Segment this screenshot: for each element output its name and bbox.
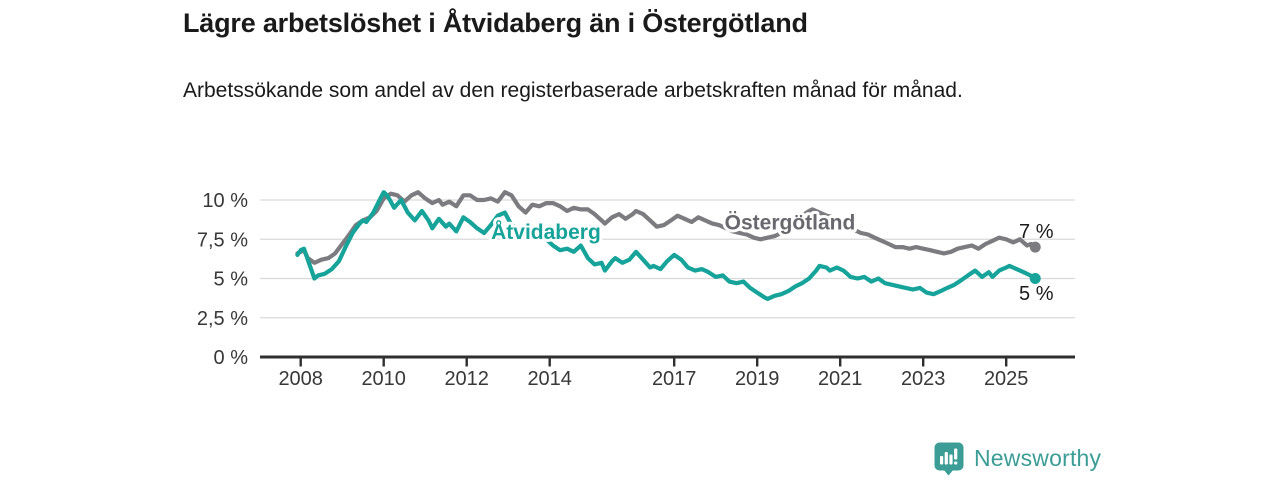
newsworthy-logo[interactable]: Newsworthy xyxy=(933,441,1101,476)
x-axis-tick-label: 2012 xyxy=(444,368,489,390)
y-axis-tick-label: 7,5 % xyxy=(197,229,248,251)
y-axis-tick-label: 0 % xyxy=(214,347,249,369)
newsworthy-logo-text: Newsworthy xyxy=(974,445,1102,471)
series-end-dot-åtvidaberg xyxy=(1029,273,1041,284)
x-axis-tick-label: 2014 xyxy=(527,368,572,390)
y-axis-tick-label: 2,5 % xyxy=(197,308,248,330)
series-label-östergötland: Östergötland xyxy=(725,211,856,234)
series-end-dot-östergötland xyxy=(1029,241,1041,253)
x-axis-tick-label: 2010 xyxy=(361,368,406,390)
y-axis-tick-label: 10 % xyxy=(202,190,248,212)
x-axis-tick-label: 2023 xyxy=(901,368,946,390)
x-axis-tick-label: 2021 xyxy=(818,368,863,390)
x-axis-tick-label: 2017 xyxy=(652,368,697,390)
page-title: Lägre arbetslöshet i Åtvidaberg än i Öst… xyxy=(183,8,808,38)
x-axis-tick-label: 2025 xyxy=(984,368,1029,390)
y-axis-tick-label: 5 % xyxy=(214,269,249,291)
series-label-åtvidaberg: Åtvidaberg xyxy=(491,220,601,244)
series-line-åtvidaberg xyxy=(295,190,1038,301)
series-line-östergötland xyxy=(295,190,1038,265)
end-value-label-östergötland: 7 % xyxy=(1019,221,1054,243)
end-value-label-åtvidaberg: 5 % xyxy=(1019,283,1054,305)
chart-subtitle: Arbetssökande som andel av den registerb… xyxy=(183,79,963,102)
newsworthy-logo-icon xyxy=(934,442,964,476)
x-axis-tick-label: 2008 xyxy=(278,368,323,390)
x-axis-tick-label: 2019 xyxy=(735,368,780,390)
